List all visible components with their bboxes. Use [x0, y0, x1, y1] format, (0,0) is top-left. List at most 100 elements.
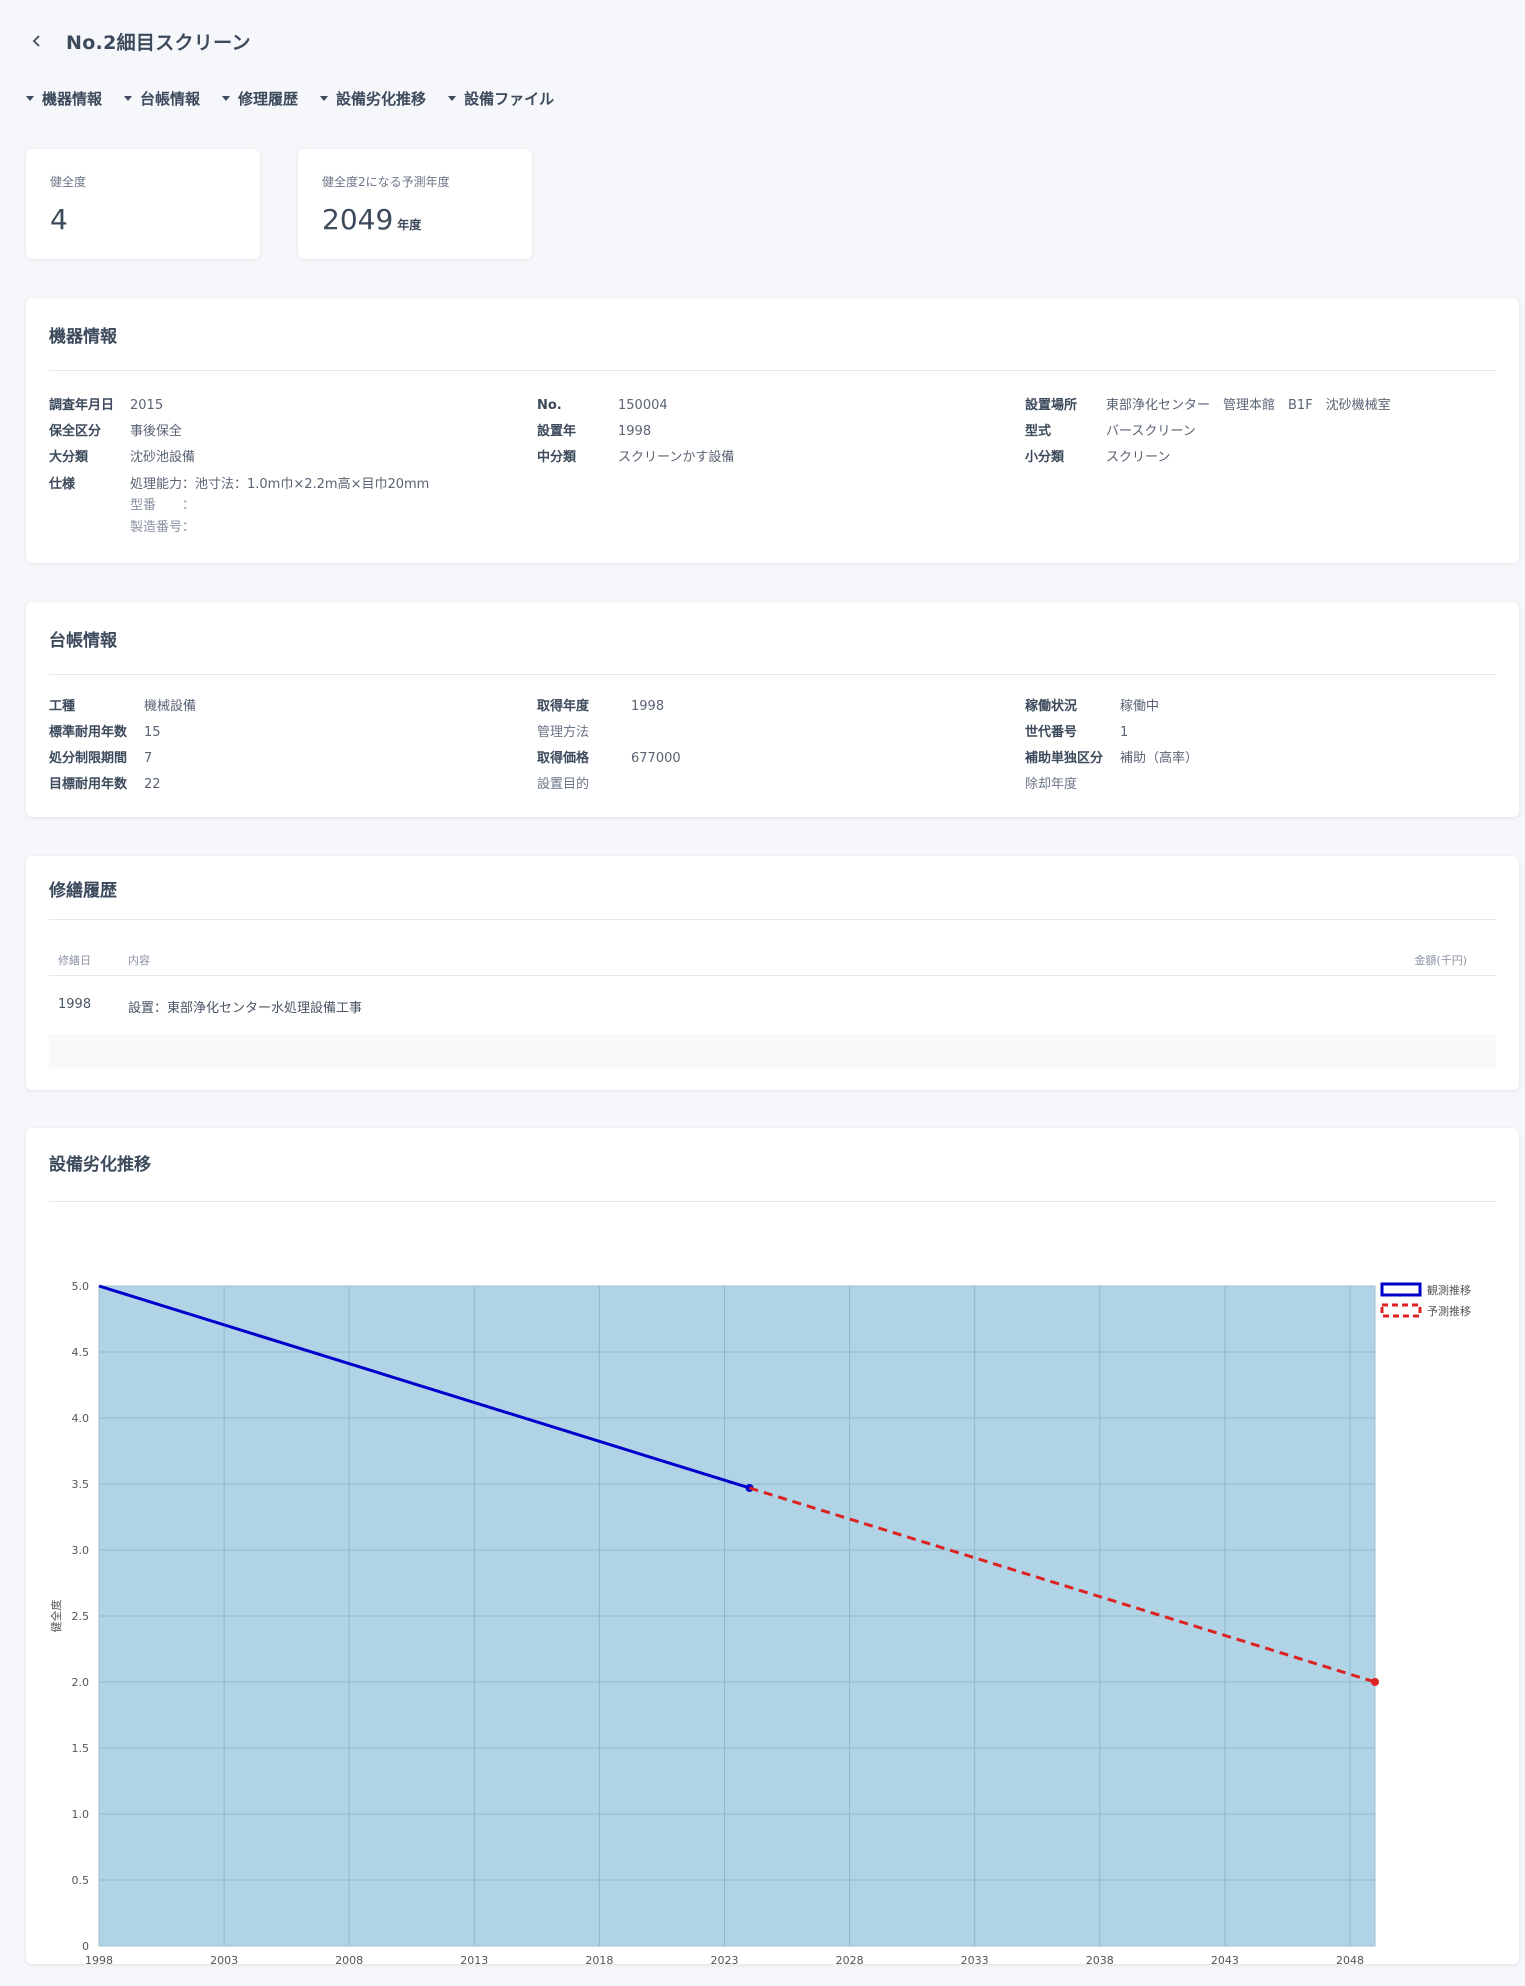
x-tick-label: 2018 — [585, 1954, 613, 1964]
forecast-unit: 年度 — [397, 218, 422, 232]
series-point — [1371, 1678, 1379, 1686]
equipment-info-title: 機器情報 — [49, 327, 117, 347]
x-tick-label: 1998 — [85, 1954, 113, 1964]
health-label: 健全度 — [50, 175, 87, 189]
kv-management-method: 管理方法 — [537, 725, 631, 741]
legend-label: 予測推移 — [1427, 1304, 1471, 1318]
tab-label: 機器情報 — [42, 90, 103, 108]
row-date: 1998 — [58, 997, 92, 1012]
y-tick-label: 1.5 — [72, 1742, 90, 1755]
legend-label: 観測推移 — [1427, 1283, 1471, 1297]
kv-generation-number: 世代番号 1 — [1025, 725, 1128, 741]
key: 型式 — [1025, 424, 1052, 439]
key: No. — [537, 398, 562, 413]
value: 補助（高率） — [1120, 751, 1199, 766]
value: スクリーン — [1106, 450, 1171, 465]
deterioration-title: 設備劣化推移 — [49, 1155, 151, 1175]
value: 型番 ： — [130, 498, 196, 513]
y-tick-label: 5.0 — [72, 1280, 90, 1293]
y-axis-label: 健全度 — [49, 1600, 63, 1633]
health-stat-card: 健全度 4 — [26, 149, 260, 259]
key: 除却年度 — [1025, 777, 1078, 792]
page-title: No.2細目スクリーン — [66, 31, 251, 54]
caret-down-icon — [124, 96, 133, 101]
x-tick-label: 2038 — [1086, 1954, 1114, 1964]
x-tick-label: 2043 — [1211, 1954, 1239, 1964]
repair-history-card: 修繕履歴 修繕日 内容 金額(千円) 1998 設置：東部浄化センター水処理設備… — [26, 856, 1519, 1090]
value: 沈砂池設備 — [130, 450, 196, 465]
back-chevron-icon[interactable] — [28, 32, 46, 50]
key: 仕様 — [49, 477, 76, 492]
key: 調査年月日 — [49, 398, 115, 413]
spec-model-number: 型番 ： — [130, 498, 195, 514]
kv-major-category: 大分類 沈砂池設備 — [49, 450, 195, 466]
x-tick-label: 2023 — [710, 1954, 738, 1964]
kv-install-year: 設置年 1998 — [537, 424, 651, 440]
y-tick-label: 0.5 — [72, 1874, 90, 1887]
tab-label: 修理履歴 — [238, 90, 299, 108]
divider — [49, 674, 1496, 675]
kv-standard-life: 標準耐用年数 15 — [49, 725, 161, 741]
equipment-info-card: 機器情報 調査年月日 2015 保全区分 事後保全 大分類 沈砂池設備 仕様 処理能力：… — [26, 298, 1519, 563]
deterioration-chart: 1998 2003 2008 2013 2018 2023 2028 2033 2038 2043… — [49, 1280, 1471, 1964]
tab-label: 台帳情報 — [140, 90, 201, 108]
divider — [49, 919, 1496, 920]
y-tick-label: 3.5 — [72, 1478, 90, 1491]
key: 設置目的 — [537, 777, 590, 792]
kv-model-type: 型式 バースクリーン — [1025, 424, 1196, 440]
kv-acquisition-year: 取得年度 1998 — [537, 699, 664, 715]
kv-spec: 仕様 処理能力：池寸法：1.0m巾×2.2m高×目巾20mm — [49, 477, 429, 493]
key: 設置年 — [537, 424, 577, 439]
tab-equipment-info[interactable]: 機器情報 — [26, 88, 102, 109]
value: スクリーンかす設備 — [618, 450, 735, 465]
x-tick-label: 2033 — [961, 1954, 989, 1964]
forecast-value: 2049 年度 — [322, 203, 421, 236]
ledger-info-card: 台帳情報 工種 機械設備 標準耐用年数 15 処分制限期間 7 目標耐用年数 22 取得… — [26, 602, 1519, 817]
kv-minor-category: 小分類 スクリーン — [1025, 450, 1170, 466]
value: 稼働中 — [1120, 699, 1160, 714]
col-header-content: 内容 — [128, 954, 150, 967]
forecast-stat-card: 健全度2になる予測年度 2049 年度 — [298, 149, 532, 259]
x-tick-label: 2028 — [836, 1954, 864, 1964]
key: 設置場所 — [1025, 398, 1078, 413]
key: 小分類 — [1025, 450, 1065, 465]
repair-history-title: 修繕履歴 — [49, 881, 117, 901]
ledger-info-title: 台帳情報 — [49, 631, 117, 651]
table-empty-row — [49, 1034, 1496, 1068]
x-tick-label: 2003 — [210, 1954, 238, 1964]
key: 標準耐用年数 — [49, 725, 128, 740]
forecast-label: 健全度2になる予測年度 — [322, 175, 450, 189]
kv-subsidy-type: 補助単独区分 補助（高率） — [1025, 751, 1198, 767]
key: 稼働状況 — [1025, 699, 1078, 714]
tab-repair-history[interactable]: 修理履歴 — [222, 88, 298, 109]
tab-deterioration[interactable]: 設備劣化推移 — [320, 88, 426, 109]
tab-label: 設備劣化推移 — [336, 90, 427, 108]
value: 処理能力：池寸法：1.0m巾×2.2m高×目巾20mm — [130, 477, 430, 492]
tab-ledger-info[interactable]: 台帳情報 — [124, 88, 200, 109]
y-tick-label: 2.5 — [72, 1610, 90, 1623]
kv-acquisition-price: 取得価格 677000 — [537, 751, 681, 767]
key: 工種 — [49, 699, 76, 714]
y-tick-label: 1.0 — [72, 1808, 90, 1821]
x-tick-label: 2008 — [335, 1954, 363, 1964]
forecast-year: 2049 — [322, 203, 394, 236]
kv-target-life: 目標耐用年数 22 — [49, 777, 161, 793]
value: 22 — [144, 777, 161, 792]
caret-down-icon — [448, 96, 457, 101]
caret-down-icon — [26, 96, 34, 101]
value: 7 — [144, 751, 153, 766]
value: 1998 — [618, 424, 652, 439]
value: 15 — [144, 725, 161, 740]
key: 管理方法 — [537, 725, 590, 740]
kv-disposal-limit: 処分制限期間 7 — [49, 751, 152, 767]
col-header-date: 修繕日 — [58, 954, 91, 967]
series-line-2 — [749, 1486, 1376, 1684]
value: 機械設備 — [144, 699, 197, 714]
key: 取得年度 — [537, 699, 590, 714]
tab-equipment-files[interactable]: 設備ファイル — [448, 88, 554, 109]
key: 保全区分 — [49, 424, 102, 439]
value: 150004 — [618, 398, 668, 413]
kv-location: 設置場所 東部浄化センター 管理本館 B1F 沈砂機械室 — [1025, 398, 1391, 414]
key: 大分類 — [49, 450, 89, 465]
kv-number: No. 150004 — [537, 398, 668, 414]
